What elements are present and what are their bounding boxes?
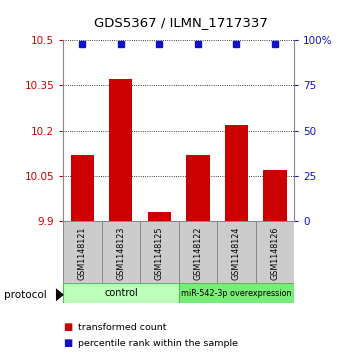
Text: miR-542-3p overexpression: miR-542-3p overexpression: [181, 289, 292, 298]
Bar: [148, 212, 171, 221]
Text: ■: ■: [63, 338, 73, 348]
Text: GDS5367 / ILMN_1717337: GDS5367 / ILMN_1717337: [93, 16, 268, 29]
Bar: [109, 79, 132, 221]
Text: GSM1148123: GSM1148123: [117, 227, 125, 280]
Text: ■: ■: [63, 322, 73, 333]
Text: GSM1148126: GSM1148126: [270, 227, 279, 280]
Bar: [225, 125, 248, 221]
Text: control: control: [104, 288, 138, 298]
Bar: [179, 221, 217, 285]
Text: protocol: protocol: [4, 290, 46, 300]
Bar: [179, 283, 294, 303]
Bar: [256, 221, 294, 285]
Bar: [217, 221, 256, 285]
Text: percentile rank within the sample: percentile rank within the sample: [78, 339, 238, 347]
Bar: [264, 170, 287, 221]
Bar: [140, 221, 179, 285]
Bar: [71, 155, 94, 221]
Bar: [63, 283, 179, 303]
Text: GSM1148121: GSM1148121: [78, 227, 87, 280]
Polygon shape: [56, 288, 64, 301]
Bar: [102, 221, 140, 285]
Bar: [186, 155, 209, 221]
Text: transformed count: transformed count: [78, 323, 166, 332]
Text: GSM1148125: GSM1148125: [155, 227, 164, 280]
Bar: [63, 221, 102, 285]
Text: GSM1148122: GSM1148122: [193, 227, 203, 280]
Text: GSM1148124: GSM1148124: [232, 227, 241, 280]
